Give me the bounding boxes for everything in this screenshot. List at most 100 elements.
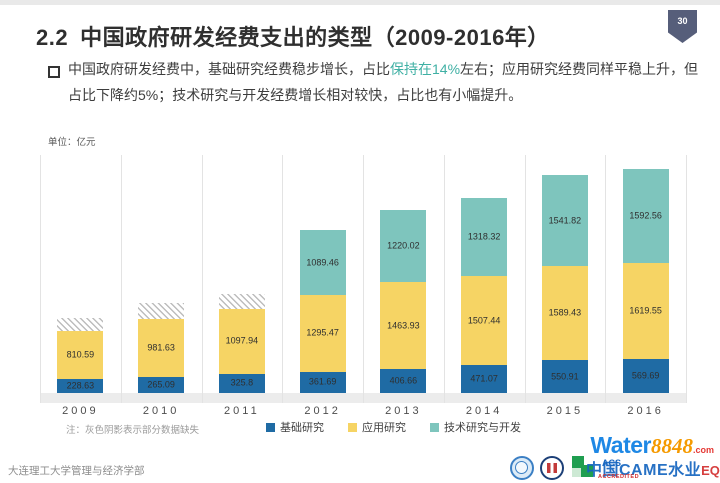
bar-value-label: 1097.94	[225, 335, 259, 346]
rd-expenditure-stacked-bar-chart: 228.63 810.59 265.09 981.63 325.8 1097.94 361.…	[40, 155, 687, 403]
x-axis-label-2010: 2010	[142, 405, 180, 417]
page-title: 2.2 中国政府研发经费支出的类型（2009-2016年）	[36, 20, 550, 52]
bar-segment: 1220.02	[380, 210, 427, 283]
watermark-brand-tld: .com	[692, 445, 714, 455]
bar-value-label: 406.66	[389, 375, 418, 386]
bar-value-label: 1507.44	[467, 315, 501, 325]
bar-segment: 228.63	[57, 379, 104, 393]
watermark-overlay-text: 中国CAME水业EQ网	[586, 456, 720, 480]
x-axis-labels: 2009 2010 2011 2012 2013 2014 2015 2016	[40, 405, 686, 421]
x-axis-label-2013: 2013	[385, 405, 422, 417]
category-gridline	[525, 155, 526, 403]
x-axis-label-2015: 2015	[546, 405, 584, 417]
bar-segment: 1507.44	[461, 275, 508, 366]
missing-data-hatch-segment	[138, 303, 185, 320]
bar-segment: 1619.55	[622, 263, 669, 360]
x-axis-label-2011: 2011	[224, 405, 260, 417]
bar-segment: 1295.47	[299, 294, 346, 372]
top-divider	[0, 0, 720, 5]
cert-seal-blue-inner	[515, 461, 528, 474]
legend-swatch-icon	[430, 422, 439, 432]
body-accent-text: 保持在14%	[390, 61, 461, 77]
legend-item: 基础研究	[266, 419, 324, 435]
bar-value-label: 569.69	[631, 370, 660, 381]
bar-value-label: 550.91	[551, 371, 579, 382]
bar-segment: 265.09	[138, 377, 185, 393]
category-gridline	[202, 155, 203, 403]
page-number-badge: 30	[668, 10, 697, 43]
legend-item: 应用研究	[348, 419, 406, 435]
watermark-brand-number: 8848	[650, 434, 693, 458]
bar-value-label: 1463.93	[387, 320, 420, 331]
accredited-label: ACCREDITED	[598, 474, 640, 480]
bar-value-label: 1089.46	[306, 257, 339, 268]
bar-segment: 810.59	[57, 331, 104, 380]
bar-group-2009: 228.63 810.59	[57, 317, 104, 393]
unit-label: 单位：亿元	[48, 137, 96, 148]
legend-swatch-icon	[266, 422, 275, 432]
missing-data-hatch-segment	[218, 293, 265, 309]
x-axis-label-2014: 2014	[465, 405, 503, 417]
category-gridline	[282, 155, 283, 403]
legend-label: 技术研究与开发	[444, 422, 521, 434]
bar-value-label: 1589.43	[548, 307, 582, 318]
bar-group-2013: 406.66 1463.93 1220.02	[380, 210, 427, 393]
bar-segment: 1592.56	[622, 169, 669, 264]
body-text-run: 中国政府研发经费中，基础研究经费稳步增长，占比	[68, 61, 390, 77]
bar-value-label: 1541.82	[548, 215, 582, 226]
bar-group-2010: 265.09 981.63	[138, 303, 185, 393]
bar-group-2014: 471.07 1507.44 1318.32	[461, 197, 508, 393]
water8848-logo-text: Water8848.com	[590, 432, 714, 459]
bar-group-2016: 569.69 1619.55 1592.56	[622, 169, 669, 393]
missing-data-hatch-segment	[57, 317, 104, 332]
bullet-square-icon	[48, 66, 60, 78]
bar-segment: 1318.32	[461, 197, 508, 276]
watermark-brand-word: Water	[590, 432, 651, 458]
category-gridline	[686, 155, 687, 403]
bar-value-label: 1295.47	[306, 327, 339, 338]
watermark-eq-text: EQ网	[701, 463, 720, 478]
green-grid-logo-icon	[572, 456, 593, 477]
bar-value-label: 471.07	[470, 373, 498, 384]
watermark: Water8848.com 中国CAME水业EQ网 ACS ACCREDITED	[502, 432, 720, 482]
title-text: 中国政府研发经费支出的类型（2009-2016年）	[80, 25, 550, 50]
cert-seal-navy-icon	[540, 456, 564, 480]
bar-value-label: 325.8	[230, 377, 254, 388]
bar-group-2011: 325.8 1097.94	[218, 293, 265, 393]
x-axis-label-2009: 2009	[62, 405, 99, 417]
bar-value-label: 810.59	[66, 349, 95, 360]
bar-value-label: 981.63	[147, 342, 175, 353]
category-gridline	[40, 155, 41, 403]
bar-value-label: 361.69	[308, 376, 337, 387]
bar-value-label: 1220.02	[387, 240, 420, 251]
bar-segment: 471.07	[461, 365, 508, 393]
bar-segment: 325.8	[218, 373, 265, 393]
bar-segment: 981.63	[138, 319, 185, 378]
acs-label: ACS	[602, 458, 622, 468]
cert-seal-blue-icon	[510, 456, 534, 480]
legend-label: 应用研究	[362, 422, 406, 434]
legend: 基础研究 应用研究 技术研究与开发	[266, 419, 521, 435]
bar-value-label: 265.09	[147, 379, 175, 390]
chart-note: 注：灰色阴影表示部分数据缺失	[66, 425, 200, 436]
bar-segment: 406.66	[380, 368, 427, 393]
body-paragraph: 中国政府研发经费中，基础研究经费稳步增长，占比保持在14%左右；应用研究经费同样…	[68, 56, 716, 108]
cert-seal-red-glyph	[547, 463, 557, 473]
x-axis-label-2016: 2016	[627, 405, 664, 417]
bar-value-label: 228.63	[66, 380, 95, 391]
bar-segment: 1089.46	[299, 230, 346, 295]
bar-value-label: 1318.32	[467, 231, 501, 242]
x-axis-label-2012: 2012	[304, 405, 341, 417]
bar-value-label: 1619.55	[629, 305, 662, 316]
body-text-run: 左右；应用研究经费同样平稳上升，但	[460, 61, 699, 77]
bar-segment: 1541.82	[541, 175, 588, 267]
bar-segment: 1097.94	[218, 308, 265, 374]
bar-segment: 569.69	[622, 359, 669, 393]
title-number: 2.2	[36, 25, 69, 50]
category-gridline	[363, 155, 364, 403]
bar-segment: 361.69	[299, 371, 346, 393]
body-text-run: 占比下降约5%；技术研究与开发经费增长相对较快，占比也有小幅提升。	[68, 87, 523, 103]
bar-segment: 1589.43	[541, 266, 588, 361]
bar-segment: 1463.93	[380, 282, 427, 369]
